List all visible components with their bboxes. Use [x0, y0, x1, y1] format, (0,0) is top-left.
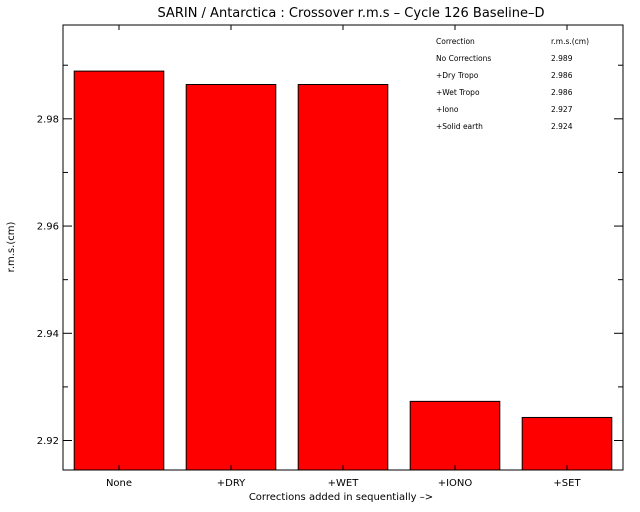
legend-row-label: +Wet Tropo: [436, 88, 480, 97]
legend-row-value: 2.986: [551, 71, 573, 80]
legend-row-label: +Iono: [436, 105, 459, 114]
legend-row-value: 2.986: [551, 88, 573, 97]
legend-row-value: 2.989: [551, 54, 573, 63]
legend-row-label: +Dry Tropo: [436, 71, 479, 80]
x-tick-label: None: [106, 478, 132, 489]
bars-group: [73, 70, 613, 471]
bar-set: [521, 416, 613, 471]
legend-header-correction: Correction: [436, 37, 475, 46]
y-tick-label: 2.92: [37, 436, 59, 447]
x-tick-label: +SET: [553, 478, 581, 489]
bar-dry: [185, 84, 277, 471]
y-axis-label: r.m.s.(cm): [6, 222, 17, 273]
y-axis-ticks: 2.92 2.94 2.96 2.98: [37, 64, 623, 447]
legend-header-rms: r.m.s.(cm): [551, 37, 589, 46]
x-axis-ticks: None +DRY +WET +IONO +SET: [106, 25, 581, 489]
y-tick-label: 2.96: [37, 222, 59, 233]
bar-iono: [409, 400, 501, 471]
bar-wet: [297, 84, 389, 471]
bar-none: [73, 70, 165, 471]
legend-row-label: +Solid earth: [436, 122, 483, 131]
chart-title: SARIN / Antarctica : Crossover r.m.s – C…: [157, 6, 544, 21]
y-tick-label: 2.94: [37, 329, 59, 340]
legend-row-value: 2.924: [551, 122, 573, 131]
x-axis-label: Corrections added in sequentially –>: [249, 492, 433, 503]
x-tick-label: +WET: [328, 478, 360, 489]
x-tick-label: +IONO: [438, 478, 473, 489]
x-tick-label: +DRY: [217, 478, 246, 489]
legend-row-label: No Corrections: [436, 54, 491, 63]
legend-row-value: 2.927: [551, 105, 573, 114]
legend-table: Correction r.m.s.(cm) No Corrections 2.989 +…: [436, 37, 589, 131]
y-tick-label: 2.98: [37, 114, 59, 125]
